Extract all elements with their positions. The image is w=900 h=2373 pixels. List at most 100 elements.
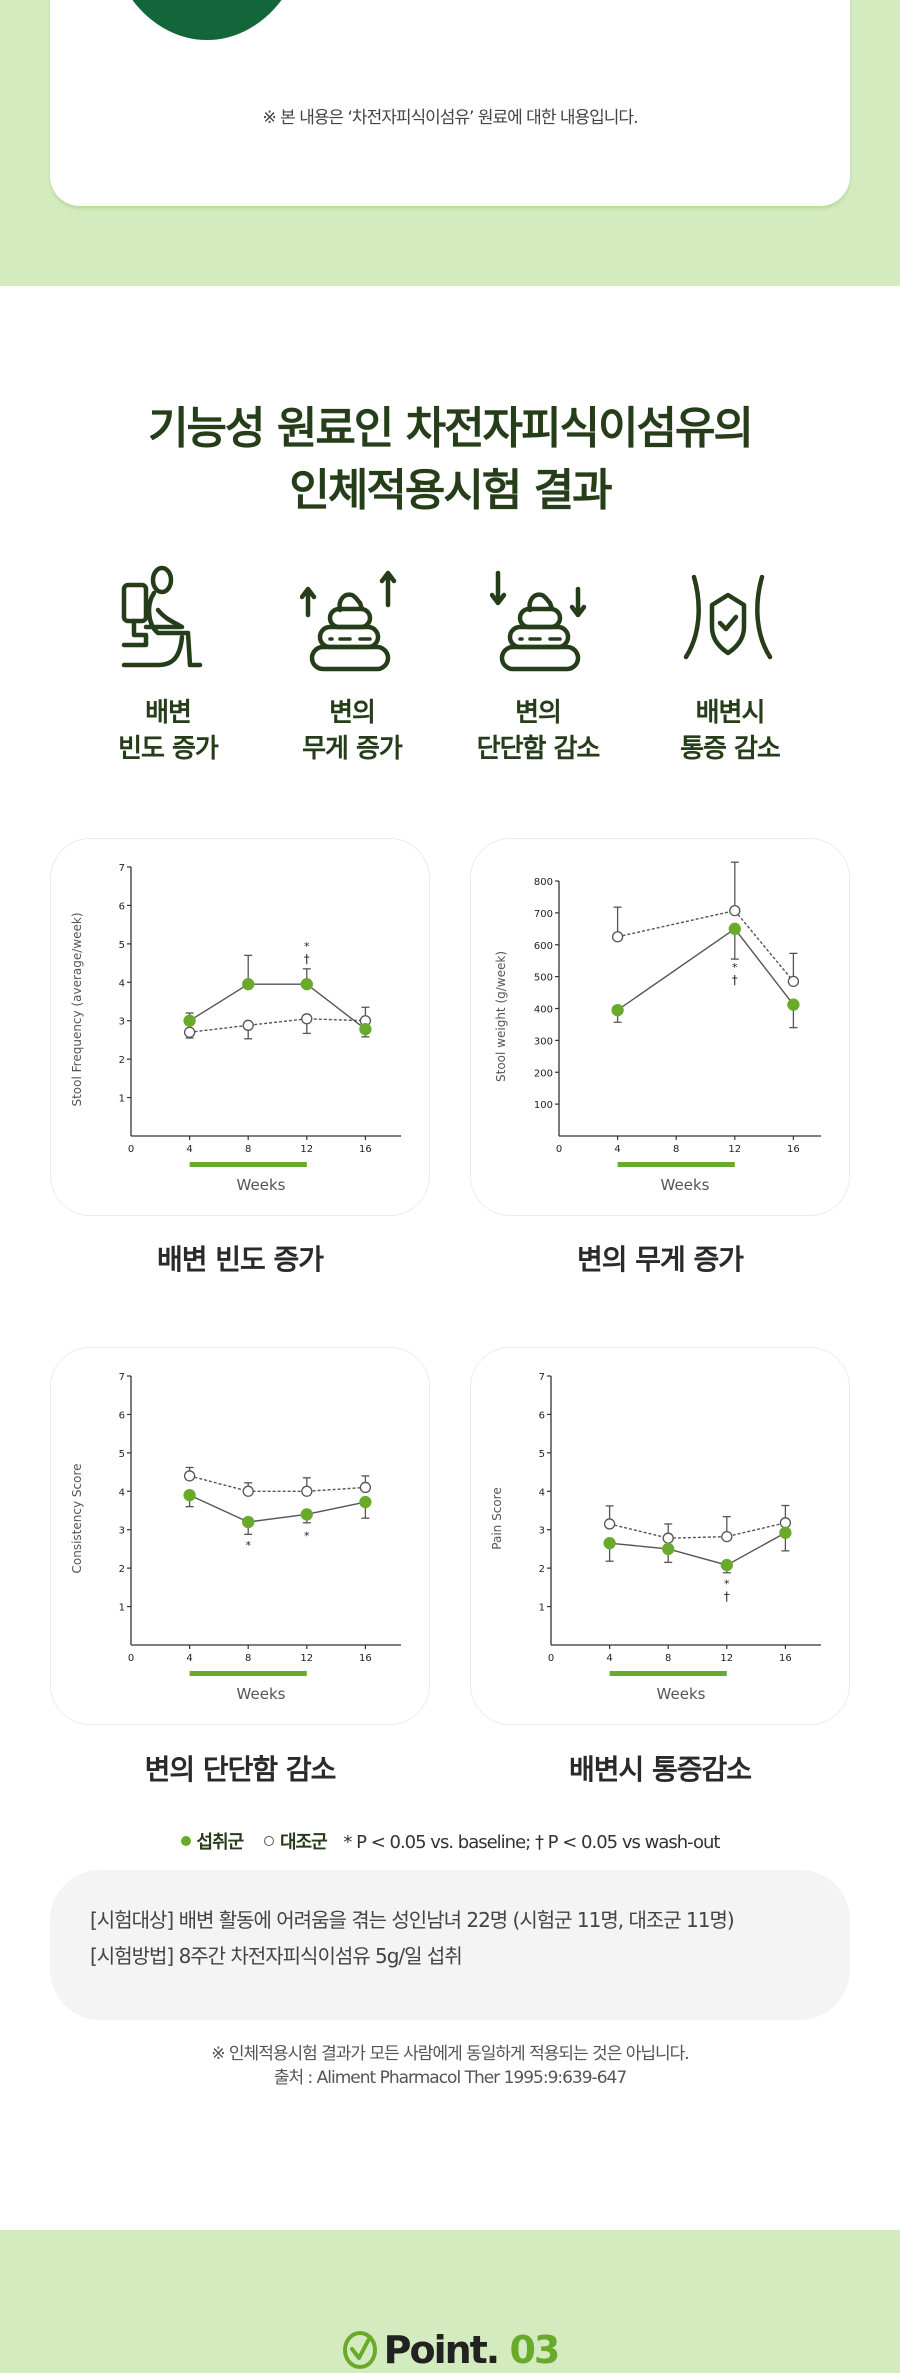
y-tick-label: 7: [539, 1372, 545, 1383]
benefit-label-line1: 배변시: [695, 698, 766, 728]
chart-caption-weight: 변의 무게 증가: [576, 1243, 744, 1276]
study-method: [시험방법] 8주간 차전자피식이섬유 5g/일 섭취: [90, 1944, 463, 1968]
significance-marker: *: [245, 1539, 251, 1552]
control-point: [721, 1530, 733, 1543]
stool-arrows-up-icon: [300, 570, 397, 672]
chart-legend: 섭취군 대조군 * P < 0.05 vs. baseline; † P < 0…: [0, 1828, 900, 1854]
x-tick-label: 4: [606, 1653, 612, 1664]
treatment-point: [300, 1508, 313, 1521]
chart-caption-pain: 배변시 통증감소: [568, 1753, 752, 1786]
benefit-label-line1: 배변: [145, 698, 192, 728]
y-axis-label: Stool weight (g/week): [494, 951, 508, 1082]
y-axis-label: Stool Frequency (average/week): [70, 912, 84, 1106]
lower-section: [시험대상] 배변 활동에 어려움을 겪는 성인남녀 22명 (시험군 11명,…: [50, 1870, 850, 2090]
legend-significance: * P < 0.05 vs. baseline; † P < 0.05 vs w…: [343, 1832, 720, 1853]
control-point: [301, 1013, 313, 1025]
control-point: [301, 1485, 313, 1497]
x-tick-label: 16: [779, 1653, 792, 1664]
chart-caption-frequency: 배변 빈도 증가: [156, 1243, 324, 1276]
benefit-label-line2: 빈도 증가: [118, 734, 219, 764]
next-section-band: [0, 2230, 900, 2373]
y-tick-label: 7: [119, 863, 125, 874]
x-tick-label: 4: [186, 1653, 192, 1664]
y-tick-label: 2: [119, 1055, 125, 1066]
control-point: [662, 1532, 674, 1544]
y-tick-label: 400: [534, 1005, 553, 1016]
section-title-line1: 기능성 원료인 차전자피식이섬유의: [148, 403, 754, 454]
y-tick-label: 1: [119, 1603, 125, 1614]
significance-marker: *: [304, 1529, 310, 1542]
y-tick-label: 1: [119, 1094, 125, 1105]
control-point: [779, 1517, 792, 1529]
x-tick-label: 4: [186, 1144, 192, 1155]
significance-marker: *: [732, 961, 738, 974]
chart-weight: 100 200 300 400 500 600 700 800 0 4 8 12 16 Weeks Stoo…: [494, 861, 821, 1194]
top-band: ※ 본 내용은 ‘차전자피식이섬유’ 원료에 대한 내용입니다.: [0, 0, 900, 286]
benefit-label-line1: 변의: [515, 698, 562, 728]
y-tick-label: 4: [119, 978, 125, 989]
y-tick-label: 500: [534, 973, 553, 984]
significance-marker: †: [724, 1590, 730, 1604]
stool-arrows-down-icon: [490, 570, 587, 672]
point-label: Point.: [383, 2328, 501, 2372]
treatment-dot-icon: [180, 1836, 191, 1846]
y-tick-label: 5: [119, 940, 125, 951]
benefit-label-line2: 단단함 감소: [476, 734, 601, 764]
treatment-point: [720, 1558, 733, 1572]
x-tick-label: 0: [548, 1653, 554, 1664]
x-tick-label: 4: [614, 1144, 620, 1155]
benefit-label-pain: 배변시 통증 감소: [640, 695, 820, 767]
study-subjects: [시험대상] 배변 활동에 어려움을 겪는 성인남녀 22명 (시험군 11명,…: [90, 1908, 735, 1932]
point-number: 03: [509, 2328, 560, 2372]
section-title-line2: 인체적용시험 결과: [289, 465, 612, 516]
green-circle-decoration: [107, 0, 307, 40]
y-tick-label: 5: [119, 1449, 125, 1460]
x-tick-label: 0: [128, 1653, 134, 1664]
treatment-period-bar: [189, 1671, 307, 1676]
x-axis-label: Weeks: [657, 1685, 706, 1703]
benefit-label-hardness: 변의 단단함 감소: [448, 695, 628, 767]
x-axis-label: Weeks: [237, 1685, 286, 1703]
x-tick-label: 16: [359, 1653, 372, 1664]
treatment-point: [183, 1488, 196, 1502]
check-circle-icon: [342, 2331, 377, 2369]
chart-card-frequency: 1 2 3 4 5 6 7 0 4 8 12 16 Weeks Stool Frequency (aver…: [50, 838, 430, 1216]
y-tick-label: 600: [534, 941, 553, 952]
y-tick-label: 3: [119, 1526, 125, 1537]
treatment-line: [189, 1494, 366, 1523]
benefit-label-line2: 무게 증가: [302, 734, 403, 764]
study-info-box: [시험대상] 배변 활동에 어려움을 겪는 성인남녀 22명 (시험군 11명,…: [50, 1870, 850, 2020]
x-axis-label: Weeks: [237, 1176, 286, 1194]
treatment-line: [609, 1532, 786, 1566]
x-tick-label: 8: [665, 1653, 671, 1664]
treatment-point: [779, 1526, 792, 1539]
benefit-label-weight: 변의 무게 증가: [262, 695, 442, 767]
source-citation: 출처 : Aliment Pharmacol Ther 1995:9:639-6…: [273, 2068, 627, 2088]
x-tick-label: 8: [245, 1653, 251, 1664]
legend-treatment: 섭취군: [196, 1832, 245, 1853]
treatment-point: [787, 998, 800, 1011]
treatment-line: [617, 927, 794, 1011]
x-tick-label: 8: [673, 1144, 679, 1155]
control-circle-icon: [263, 1836, 274, 1846]
y-tick-label: 700: [534, 909, 553, 920]
y-tick-label: 6: [119, 901, 125, 912]
control-point: [359, 1481, 372, 1494]
point-heading: Point. 03: [0, 2328, 900, 2372]
chart-caption-consistency: 변의 단단함 감소: [144, 1753, 337, 1786]
treatment-point: [242, 1515, 255, 1529]
x-tick-label: 12: [300, 1653, 313, 1664]
treatment-line: [189, 983, 366, 1030]
significance-marker: *: [304, 940, 310, 953]
treatment-point: [359, 1495, 372, 1509]
control-point: [603, 1518, 616, 1530]
significance-marker: †: [304, 952, 310, 966]
chart-card-consistency: 1 2 3 4 5 6 7 0 4 8 12 16 Weeks Consistency Score * *: [50, 1347, 430, 1725]
x-axis-label: Weeks: [661, 1176, 710, 1194]
treatment-point: [603, 1537, 616, 1550]
treatment-period-bar: [617, 1162, 735, 1167]
treatment-point: [662, 1542, 675, 1556]
